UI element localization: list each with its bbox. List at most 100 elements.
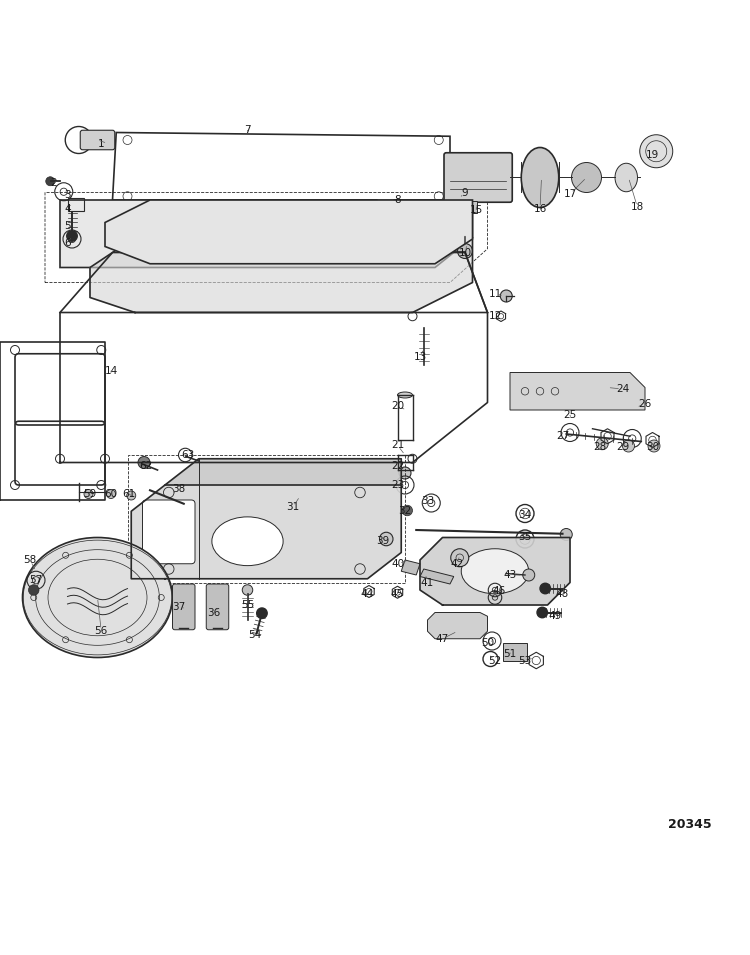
Polygon shape <box>131 485 401 579</box>
Text: 13: 13 <box>413 352 427 363</box>
Text: 23: 23 <box>391 480 404 490</box>
Text: 51: 51 <box>503 648 517 659</box>
Circle shape <box>242 584 253 595</box>
FancyBboxPatch shape <box>444 153 512 202</box>
Text: 36: 36 <box>207 607 220 618</box>
Text: 11: 11 <box>488 288 502 299</box>
Text: 38: 38 <box>172 484 185 494</box>
Text: 34: 34 <box>518 510 532 520</box>
Text: 45: 45 <box>391 588 404 599</box>
Polygon shape <box>420 569 454 584</box>
Text: 50: 50 <box>481 638 494 647</box>
Circle shape <box>256 608 267 619</box>
Text: 1: 1 <box>98 138 104 149</box>
Text: 8: 8 <box>394 195 400 205</box>
Text: 25: 25 <box>563 411 577 420</box>
Text: 17: 17 <box>563 189 577 199</box>
Text: 59: 59 <box>83 489 97 499</box>
Circle shape <box>640 135 673 168</box>
Ellipse shape <box>22 538 172 657</box>
Text: 35: 35 <box>518 533 532 542</box>
Text: 19: 19 <box>646 150 659 160</box>
Text: 40: 40 <box>391 559 404 569</box>
Text: 55: 55 <box>241 600 254 610</box>
Polygon shape <box>427 612 488 639</box>
Text: 15: 15 <box>470 204 483 215</box>
FancyBboxPatch shape <box>80 130 115 150</box>
Text: 9: 9 <box>462 187 468 198</box>
Ellipse shape <box>615 163 638 192</box>
FancyBboxPatch shape <box>172 584 195 629</box>
Ellipse shape <box>330 228 360 247</box>
Text: 44: 44 <box>361 588 374 599</box>
FancyBboxPatch shape <box>142 500 195 563</box>
Ellipse shape <box>330 211 360 226</box>
Text: 42: 42 <box>451 559 464 569</box>
Text: 57: 57 <box>29 575 43 585</box>
Ellipse shape <box>270 211 300 226</box>
Text: 58: 58 <box>23 555 37 565</box>
FancyBboxPatch shape <box>503 643 526 661</box>
Circle shape <box>540 584 550 594</box>
Circle shape <box>523 569 535 581</box>
Circle shape <box>84 490 93 499</box>
Text: 53: 53 <box>518 656 532 667</box>
Circle shape <box>402 505 412 516</box>
Text: 32: 32 <box>398 506 412 517</box>
Text: 41: 41 <box>421 578 434 587</box>
Ellipse shape <box>521 147 559 207</box>
Circle shape <box>596 437 608 450</box>
Circle shape <box>28 584 39 595</box>
FancyBboxPatch shape <box>206 584 229 629</box>
Polygon shape <box>420 538 570 605</box>
Text: 47: 47 <box>436 634 449 644</box>
Text: 31: 31 <box>286 502 299 513</box>
Text: 46: 46 <box>492 586 506 597</box>
Polygon shape <box>165 458 401 485</box>
Circle shape <box>127 491 136 500</box>
Text: 7: 7 <box>244 125 250 136</box>
Text: 27: 27 <box>556 432 569 441</box>
Text: 30: 30 <box>646 442 659 453</box>
Circle shape <box>572 162 602 193</box>
Text: 12: 12 <box>488 311 502 321</box>
Circle shape <box>67 231 77 242</box>
Polygon shape <box>401 560 420 575</box>
Text: 3: 3 <box>64 190 70 201</box>
Text: 18: 18 <box>631 202 644 213</box>
Circle shape <box>399 467 411 479</box>
Circle shape <box>560 528 572 541</box>
Polygon shape <box>330 219 360 238</box>
Text: 28: 28 <box>593 442 607 453</box>
Text: 16: 16 <box>533 204 547 214</box>
Text: 48: 48 <box>556 588 569 599</box>
Ellipse shape <box>211 517 284 565</box>
Text: 2: 2 <box>51 178 57 188</box>
Circle shape <box>451 549 469 566</box>
Text: 4: 4 <box>64 204 70 214</box>
Text: 26: 26 <box>638 399 652 409</box>
Circle shape <box>46 177 55 186</box>
Text: 54: 54 <box>248 630 262 640</box>
Circle shape <box>500 290 512 302</box>
Text: 20345: 20345 <box>668 817 712 831</box>
Polygon shape <box>270 219 300 238</box>
Ellipse shape <box>461 549 529 594</box>
Ellipse shape <box>270 228 300 247</box>
Text: 60: 60 <box>104 489 118 499</box>
Circle shape <box>537 607 548 618</box>
Text: 39: 39 <box>376 537 389 546</box>
Circle shape <box>106 490 116 499</box>
Ellipse shape <box>398 392 412 398</box>
Text: 56: 56 <box>94 626 108 636</box>
Polygon shape <box>510 372 645 410</box>
Text: 62: 62 <box>140 461 153 471</box>
Text: 14: 14 <box>104 366 118 376</box>
Circle shape <box>380 532 393 545</box>
Polygon shape <box>105 200 472 264</box>
Text: 10: 10 <box>458 247 472 258</box>
Text: 5: 5 <box>64 222 70 231</box>
Text: 20: 20 <box>391 401 404 412</box>
Text: 22: 22 <box>391 461 404 471</box>
Text: 63: 63 <box>181 450 194 460</box>
